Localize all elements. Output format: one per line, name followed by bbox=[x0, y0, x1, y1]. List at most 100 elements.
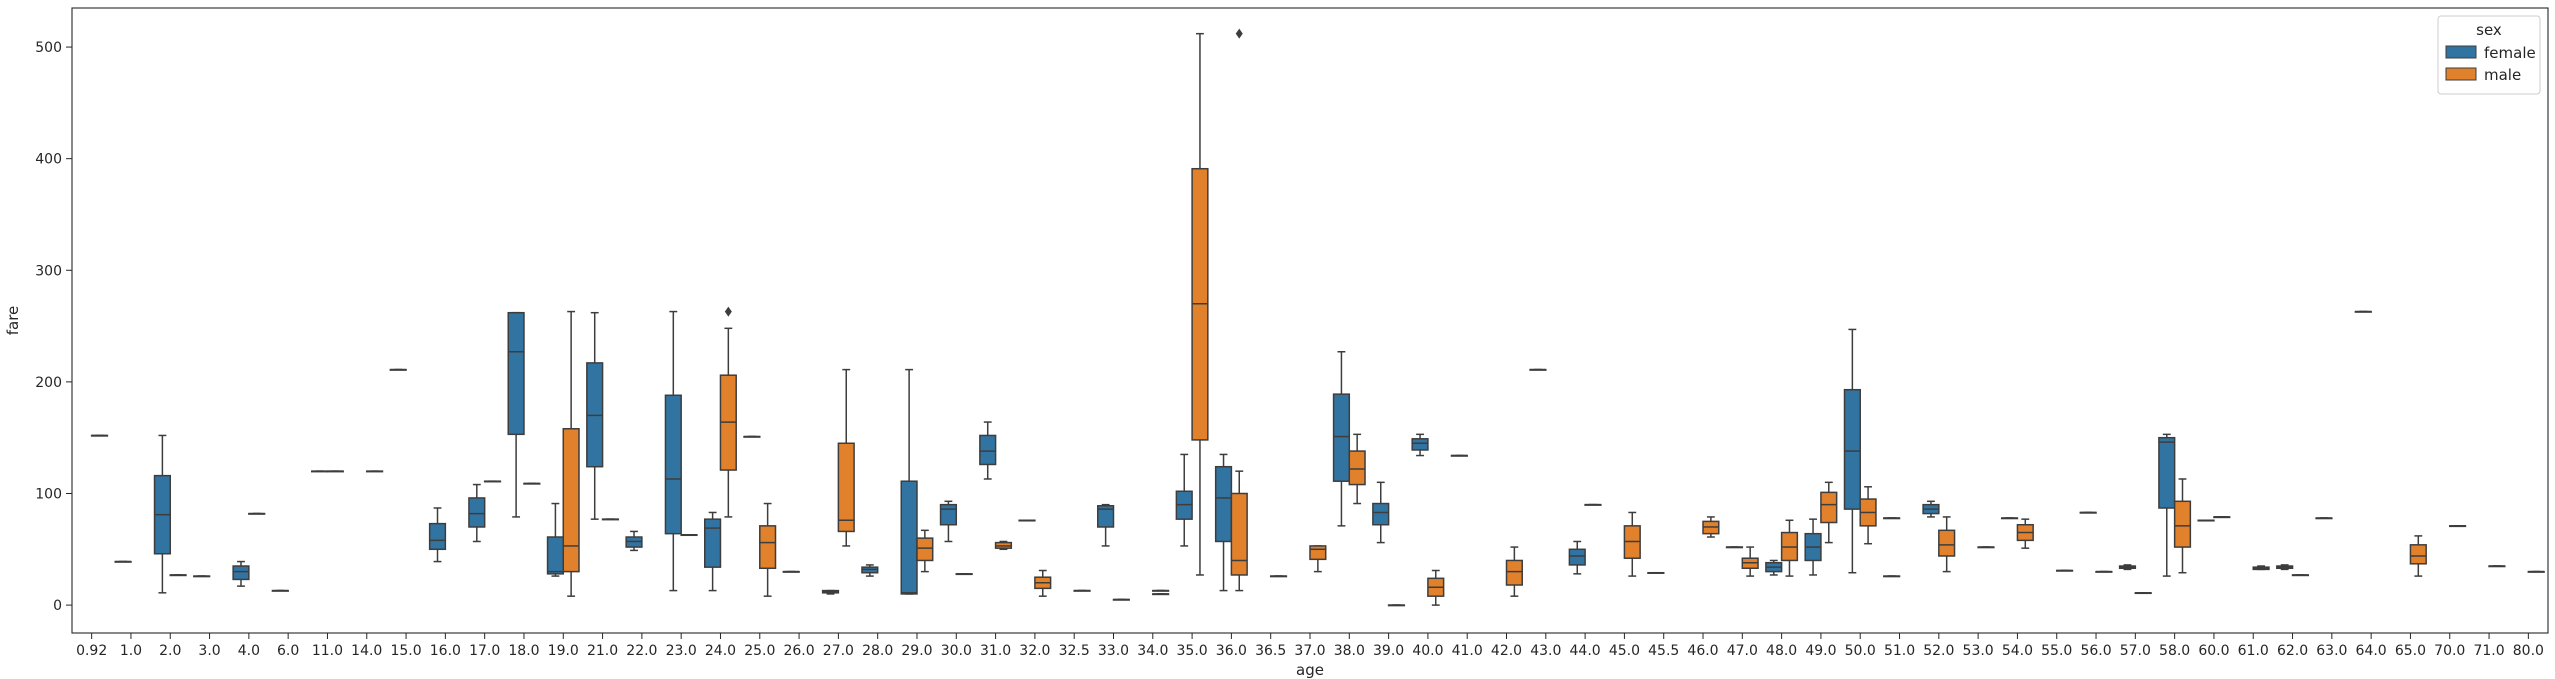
box-male bbox=[1269, 575, 1288, 578]
box-male bbox=[1938, 516, 1956, 573]
x-tick-label: 34.0 bbox=[1137, 643, 1168, 659]
box-male bbox=[1348, 433, 1366, 505]
x-tick-label: 53.0 bbox=[1963, 643, 1994, 659]
box-male bbox=[2173, 478, 2192, 574]
x-tick-label: 17.0 bbox=[469, 643, 500, 659]
x-tick-label: 11.0 bbox=[312, 643, 343, 659]
box-male bbox=[1073, 589, 1091, 592]
x-tick-label: 47.0 bbox=[1727, 643, 1758, 659]
x-tick-label: 28.0 bbox=[862, 643, 893, 659]
x-tick-label: 48.0 bbox=[1766, 643, 1797, 659]
y-tick-label: 0 bbox=[53, 598, 62, 614]
x-tick-label: 35.0 bbox=[1177, 643, 1208, 659]
x-tick-label: 62.0 bbox=[2277, 643, 2308, 659]
box-body bbox=[1505, 559, 1523, 586]
box-male bbox=[2055, 569, 2074, 572]
x-tick-label: 43.0 bbox=[1530, 643, 1561, 659]
box-female bbox=[861, 564, 879, 577]
plot-frame bbox=[71, 7, 2549, 634]
box-male bbox=[483, 480, 502, 483]
x-tick-label: 80.0 bbox=[2513, 643, 2544, 659]
box-body bbox=[2158, 436, 2176, 509]
x-tick-label: 6.0 bbox=[277, 643, 299, 659]
box-female bbox=[193, 575, 211, 578]
x-tick-label: 45.0 bbox=[1609, 643, 1640, 659]
x-tick-label: 41.0 bbox=[1452, 643, 1483, 659]
x-tick-label: 14.0 bbox=[351, 643, 382, 659]
x-tick-label: 33.0 bbox=[1098, 643, 1129, 659]
box-female bbox=[271, 589, 289, 592]
x-tick-label: 52.0 bbox=[1923, 643, 1954, 659]
box-female bbox=[1922, 500, 1940, 518]
x-tick-label: 27.0 bbox=[823, 643, 854, 659]
box-male bbox=[2134, 592, 2152, 595]
box-female bbox=[428, 507, 447, 563]
box-female bbox=[1411, 433, 1429, 457]
outlier-marker bbox=[724, 306, 732, 317]
x-tick-label: 49.0 bbox=[1805, 643, 1836, 659]
x-tick-label: 1.0 bbox=[120, 643, 142, 659]
box-body bbox=[1230, 492, 1248, 576]
box-male bbox=[169, 574, 187, 577]
box-female bbox=[2315, 517, 2333, 520]
box-male bbox=[1112, 598, 1130, 601]
legend-label-male: male bbox=[2484, 66, 2521, 84]
box-female bbox=[586, 311, 604, 520]
x-tick-label: 36.0 bbox=[1216, 643, 1247, 659]
box-female bbox=[310, 470, 329, 473]
box-body bbox=[900, 480, 918, 595]
x-tick-label: 26.0 bbox=[783, 643, 814, 659]
box-female bbox=[939, 500, 958, 543]
x-tick-label: 18.0 bbox=[508, 643, 539, 659]
box-male bbox=[1152, 589, 1170, 592]
box-female bbox=[1529, 368, 1547, 371]
x-tick-label: 32.5 bbox=[1059, 643, 1090, 659]
box-male bbox=[2291, 574, 2310, 577]
box-female bbox=[821, 589, 840, 595]
box-body bbox=[1372, 502, 1390, 526]
box-male bbox=[1018, 519, 1036, 522]
x-tick-label: 42.0 bbox=[1491, 643, 1522, 659]
box-male bbox=[248, 512, 266, 515]
legend: sex female male bbox=[2437, 15, 2541, 95]
x-tick-label: 46.0 bbox=[1687, 643, 1718, 659]
box-male bbox=[1859, 486, 1877, 545]
box-female bbox=[1647, 571, 1665, 574]
box-male bbox=[1780, 519, 1799, 577]
box-female bbox=[1843, 328, 1861, 574]
box-male bbox=[1820, 481, 1838, 544]
box-male bbox=[1427, 569, 1445, 606]
x-tick-label: 57.0 bbox=[2120, 643, 2151, 659]
box-male bbox=[562, 310, 580, 597]
x-tick-label: 2.0 bbox=[159, 643, 181, 659]
x-tick-label: 55.0 bbox=[2041, 643, 2072, 659]
y-tick-label: 500 bbox=[35, 40, 62, 56]
box-female bbox=[389, 368, 407, 371]
box-female bbox=[1450, 454, 1468, 457]
box-body bbox=[837, 442, 855, 533]
box-female bbox=[546, 502, 565, 577]
x-tick-label: 39.0 bbox=[1373, 643, 1404, 659]
box-male bbox=[1387, 604, 1406, 607]
x-tick-label: 29.0 bbox=[901, 643, 932, 659]
box-male bbox=[2448, 525, 2467, 528]
box-male bbox=[2527, 570, 2545, 573]
box-male bbox=[680, 534, 698, 537]
y-tick-layer: 0 100 200 300 400 500 bbox=[35, 40, 72, 614]
box-male bbox=[601, 518, 620, 521]
box-male bbox=[955, 573, 973, 576]
box-body bbox=[939, 503, 958, 526]
box-female bbox=[1804, 518, 1822, 576]
box-male bbox=[1977, 546, 1995, 549]
box-female bbox=[1097, 503, 1115, 547]
box-female bbox=[625, 530, 643, 552]
box-body bbox=[2409, 544, 2427, 565]
box-body bbox=[428, 522, 447, 551]
box-male bbox=[1034, 569, 1052, 597]
x-tick-label: 19.0 bbox=[548, 643, 579, 659]
box-male bbox=[2095, 570, 2113, 573]
box-body bbox=[1843, 388, 1861, 510]
box-male bbox=[1883, 575, 1901, 578]
x-tick-label: 31.0 bbox=[980, 643, 1011, 659]
box-female bbox=[979, 421, 997, 480]
